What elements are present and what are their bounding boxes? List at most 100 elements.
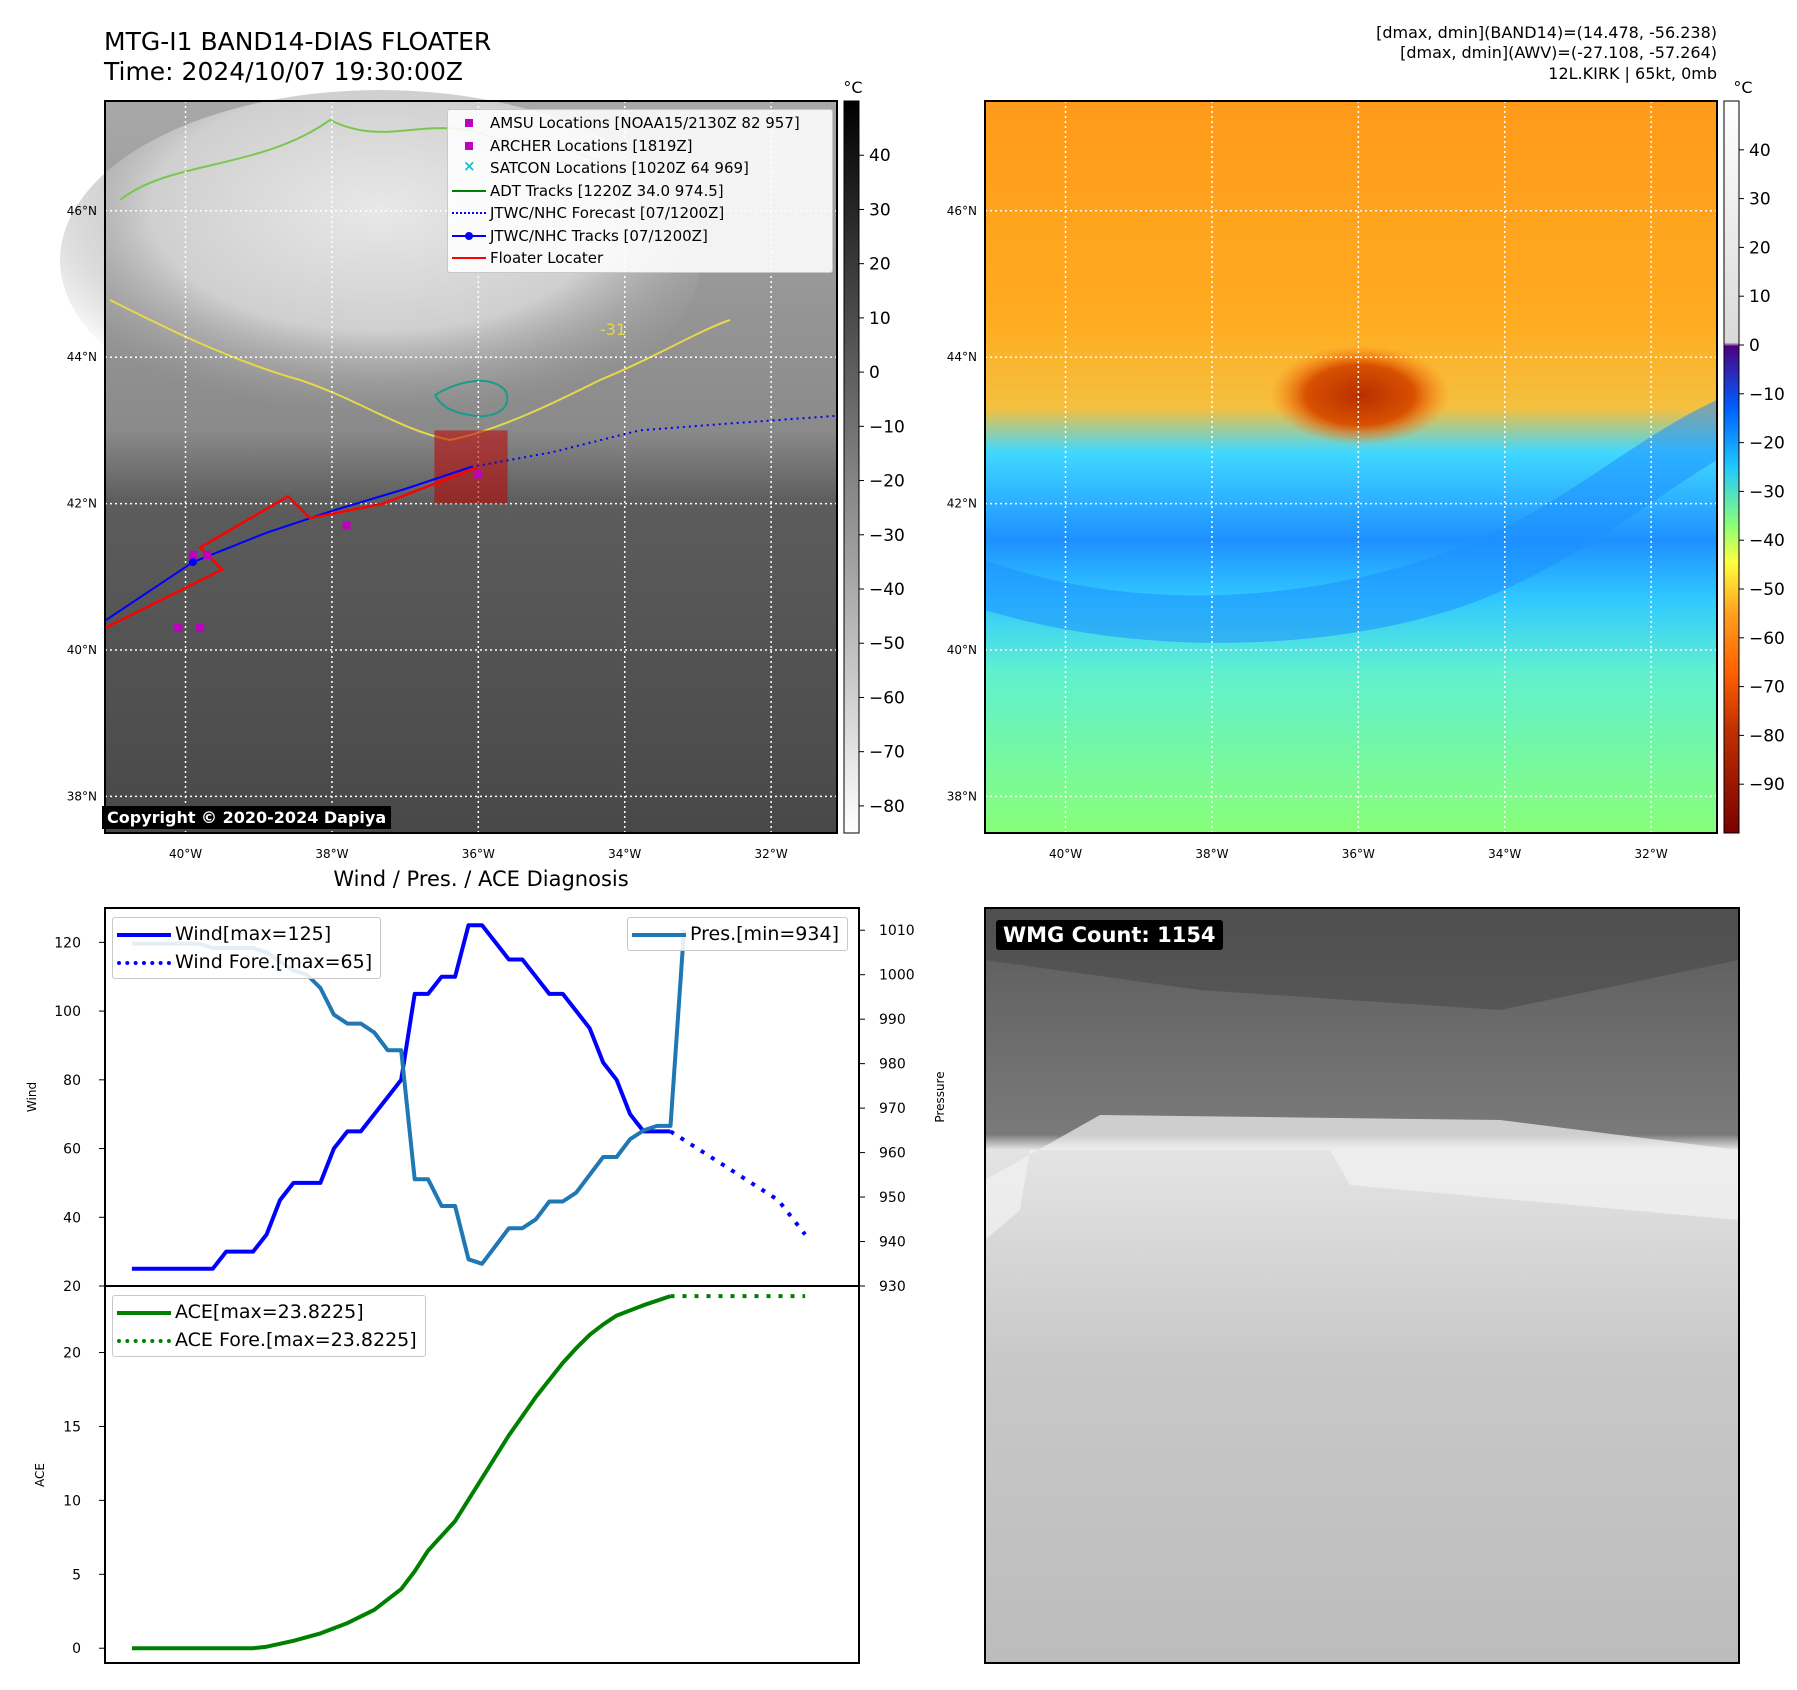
pressure-legend: Pres.[min=934]	[627, 917, 848, 951]
pres-legend-label: Pres.[min=934]	[690, 923, 839, 945]
colorbar-tick-label: 40	[1749, 141, 1771, 161]
colorbar-tick-label: −30	[1749, 482, 1785, 502]
y2-tick-label: 950	[879, 1190, 906, 1206]
map-legend-entry: ARCHER Locations [1819Z]	[448, 135, 832, 158]
colorbar-gray-unit: °C	[843, 78, 862, 97]
map-legend-entry: AMSU Locations [NOAA15/2130Z 82 957]	[448, 112, 832, 135]
colorbar-tick-label: −90	[1749, 775, 1785, 795]
ace-chart-frame	[104, 1285, 860, 1664]
colorbar-tick-label: −10	[869, 417, 905, 437]
colorbar-tick-label: −40	[869, 580, 905, 600]
wv-eye-core	[1270, 345, 1450, 445]
map-legend-label: AMSU Locations [NOAA15/2130Z 82 957]	[490, 114, 800, 133]
y2-tick-label: 980	[879, 1057, 906, 1073]
wv-map-panel	[984, 100, 1718, 834]
pressure-axis-label: Pressure	[933, 1071, 947, 1122]
lat-tick-label: 40°N	[67, 643, 97, 657]
wind-axis-label: Wind	[25, 1082, 39, 1112]
map-legend-label: Floater Locater	[490, 249, 604, 268]
colorbar-tick-label: −50	[869, 634, 905, 654]
ir-map-frame	[104, 100, 838, 834]
lat-tick-label: 42°N	[947, 497, 977, 511]
colorbar-tick-label: 0	[1749, 336, 1760, 356]
lat-tick-label: 42°N	[67, 497, 97, 511]
wmg-panel	[984, 907, 1740, 1664]
lat-tick-label: 44°N	[947, 350, 977, 364]
figure-title-line1: MTG-I1 BAND14-DIAS FLOATER	[104, 27, 492, 56]
wind-legend-label: Wind[max=125]	[175, 923, 332, 945]
figure-title-line2: Time: 2024/10/07 19:30:00Z	[104, 57, 463, 86]
lon-tick-label: 34°W	[1488, 847, 1521, 861]
legend-swatch	[448, 139, 490, 153]
series-pres-	[131, 930, 686, 1266]
jtwc-track-line	[104, 466, 472, 622]
legend-swatch	[448, 116, 490, 130]
ace-chart: 0 5 10 15 20	[63, 1294, 806, 1657]
colorbar-tick-label: −30	[869, 526, 905, 546]
map-legend-label: ARCHER Locations [1819Z]	[490, 136, 693, 155]
lon-tick-label: 36°W	[1342, 847, 1375, 861]
colorbar-tick-label: 0	[869, 363, 880, 383]
contour-label: -31	[600, 320, 626, 339]
diagnosis-title: Wind / Pres. / ACE Diagnosis	[333, 867, 628, 891]
location-marker	[188, 550, 197, 559]
ace-legend-label: ACE[max=23.8225]	[175, 1301, 364, 1323]
wv-gridlines	[985, 101, 1717, 833]
lat-tick-label: 46°N	[947, 204, 977, 218]
track-point	[188, 558, 197, 567]
lat-tick-label: 38°N	[947, 789, 977, 803]
colorbar-color-unit: °C	[1733, 78, 1752, 97]
colorbar-tick-label: 30	[1749, 190, 1771, 210]
lat-tick-label: 44°N	[67, 350, 97, 364]
wmg-bright-band	[985, 1115, 1739, 1240]
colorbar-tick-label: −20	[1749, 434, 1785, 454]
lon-tick-label: 38°W	[1195, 847, 1228, 861]
map-legend-entry: Floater Locater	[448, 247, 832, 270]
map-legend-label: JTWC/NHC Forecast [07/1200Z]	[490, 204, 725, 223]
y2-tick-label: 930	[879, 1279, 906, 1295]
lon-tick-label: 32°W	[1635, 847, 1668, 861]
colorbar-tick-label: 20	[1749, 238, 1771, 258]
wind-legend-entry: Wind[max=125]	[113, 920, 372, 948]
location-marker	[474, 470, 483, 479]
series-wind-fore-	[669, 1129, 807, 1236]
ace-legend-entry: ACE[max=23.8225]	[113, 1298, 417, 1326]
colorbar-tick-label: −50	[1749, 580, 1785, 600]
y-tick-label: 10	[63, 1493, 81, 1509]
wv-map-frame	[984, 100, 1718, 834]
location-marker	[203, 550, 212, 559]
map-legend-label: SATCON Locations [1020Z 64 969]	[490, 159, 749, 178]
wmg-background	[985, 908, 1739, 1663]
info-line3: 12L.KIRK | 65kt, 0mb	[1548, 64, 1717, 83]
wind-pressure-chart: 20 40 60 80 100 120 930 940 950 960 970 980 990 1000 1…	[54, 923, 915, 1295]
colorbar-tick-label: 10	[1749, 287, 1771, 307]
colorbar-tick-label: −80	[869, 797, 905, 817]
series-ace	[131, 1294, 672, 1651]
pres-legend-entry: Pres.[min=934]	[628, 920, 839, 948]
colorbar-tick-label: −70	[1749, 678, 1785, 698]
map-tick-labels: 40°W 38°W 36°W 34°W 32°W 46°N 44°N 42°N 40°N 38°N…	[67, 204, 1668, 861]
wv-map-background	[985, 101, 1717, 833]
location-marker	[174, 624, 183, 633]
ir-contour-teal	[434, 379, 509, 418]
jtwc-forecast-line	[470, 414, 838, 468]
y-tick-label: 60	[63, 1142, 81, 1158]
diagnosis-panel: Wind / Pres. / ACE Diagnosis 20406080100…	[25, 867, 947, 1664]
map-legend: AMSU Locations [NOAA15/2130Z 82 957] ARCH…	[447, 109, 833, 273]
colorbar-tick-label: −80	[1749, 726, 1785, 746]
map-legend-label: JTWC/NHC Tracks [07/1200Z]	[490, 226, 708, 245]
info-line2: [dmax, dmin](AWV)=(-27.108, -57.264)	[1400, 43, 1717, 62]
lon-tick-label: 40°W	[1049, 847, 1082, 861]
lat-tick-label: 38°N	[67, 789, 97, 803]
lon-tick-label: 40°W	[169, 847, 202, 861]
legend-swatch	[448, 229, 490, 243]
colorbar-tick-label: 40	[869, 146, 891, 166]
lat-tick-label: 40°N	[947, 643, 977, 657]
wv-dry-band	[985, 400, 1717, 643]
wind-fore-legend-entry: Wind Fore.[max=65]	[113, 948, 372, 976]
colorbar-color-ticks: 40 30 20 10 0 −10 −20 −30 −40 −50 −60 −70 −80 −90	[1739, 141, 1785, 795]
colorbar-tick-label: −70	[869, 743, 905, 763]
colorbar-tick-label: −60	[869, 688, 905, 708]
lat-tick-label: 46°N	[67, 204, 97, 218]
map-legend-entry: ADT Tracks [1220Z 34.0 974.5]	[448, 180, 832, 203]
